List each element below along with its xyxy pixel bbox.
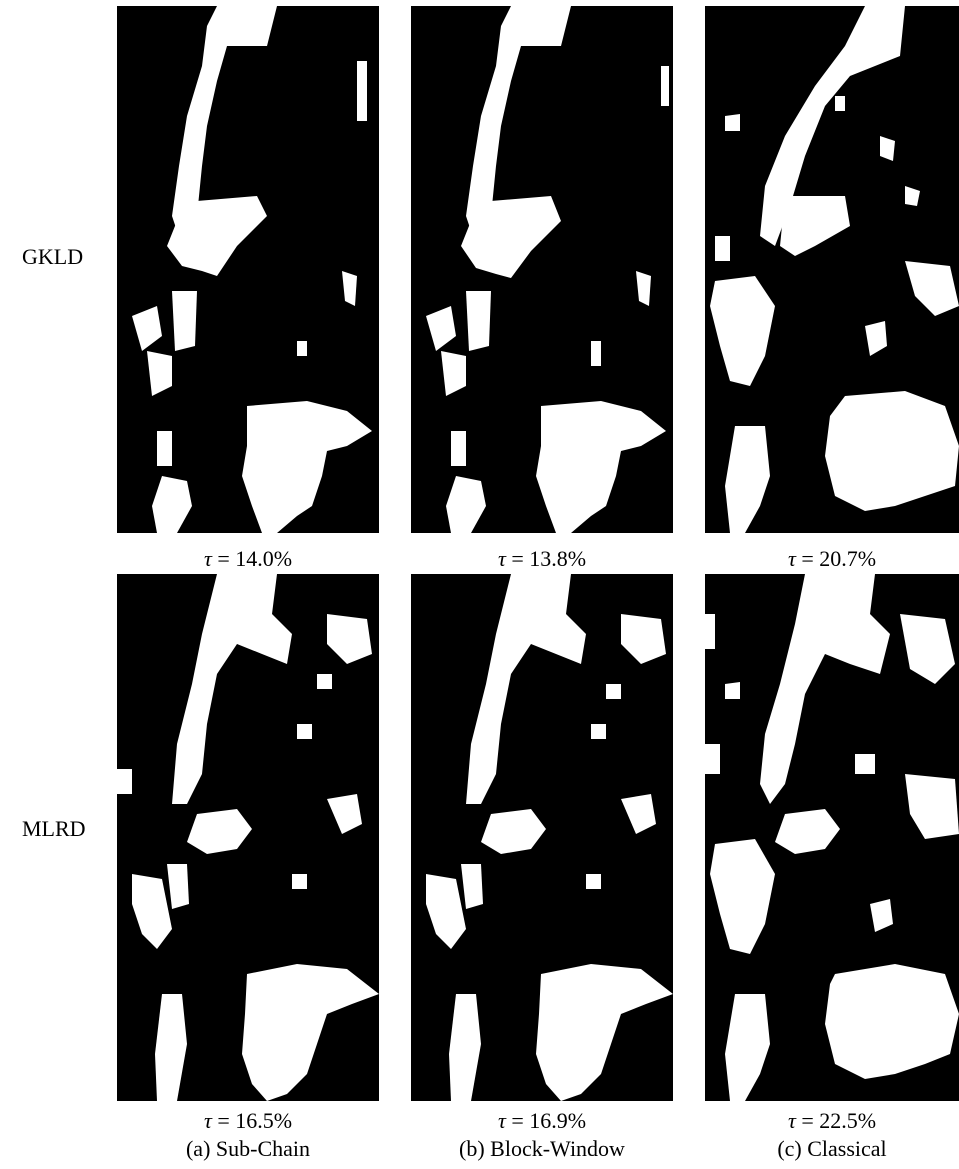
caption-gkld-block-window: τ = 13.8% <box>411 546 673 572</box>
caption-mlrd-block-window: τ = 16.9% <box>411 1108 673 1134</box>
tau-value: 16.5% <box>235 1108 293 1133</box>
equals-sign: = <box>511 546 524 571</box>
binary-map-gkld-classical <box>705 6 959 533</box>
tau-value: 13.8% <box>529 546 587 571</box>
caption-mlrd-classical: τ = 22.5% <box>705 1108 959 1134</box>
equals-sign: = <box>801 1108 814 1133</box>
caption-gkld-sub-chain: τ = 14.0% <box>117 546 379 572</box>
tau-symbol: τ <box>203 546 212 571</box>
equals-sign: = <box>217 546 230 571</box>
caption-mlrd-sub-chain: τ = 16.5% <box>117 1108 379 1134</box>
tau-symbol: τ <box>787 1108 796 1133</box>
binary-map-gkld-sub-chain <box>117 6 379 533</box>
equals-sign: = <box>217 1108 230 1133</box>
equals-sign: = <box>511 1108 524 1133</box>
tau-symbol: τ <box>787 546 796 571</box>
binary-map-gkld-block-window <box>411 6 673 533</box>
tau-symbol: τ <box>497 1108 506 1133</box>
row-label-mlrd: MLRD <box>22 816 86 841</box>
row-label-gkld: GKLD <box>22 244 84 269</box>
column-caption-block-window: (b) Block-Window <box>459 1136 625 1161</box>
tau-symbol: τ <box>497 546 506 571</box>
column-caption-sub-chain: (a) Sub-Chain <box>185 1136 311 1161</box>
equals-sign: = <box>801 546 814 571</box>
tau-value: 22.5% <box>819 1108 877 1133</box>
tau-value: 20.7% <box>819 546 877 571</box>
binary-map-mlrd-sub-chain <box>117 574 379 1101</box>
binary-map-mlrd-classical <box>705 574 959 1101</box>
tau-symbol: τ <box>203 1108 212 1133</box>
tau-value: 14.0% <box>235 546 293 571</box>
column-caption-classical: (c) Classical <box>777 1136 887 1161</box>
tau-value: 16.9% <box>529 1108 587 1133</box>
binary-map-mlrd-block-window <box>411 574 673 1101</box>
caption-gkld-classical: τ = 20.7% <box>705 546 959 572</box>
